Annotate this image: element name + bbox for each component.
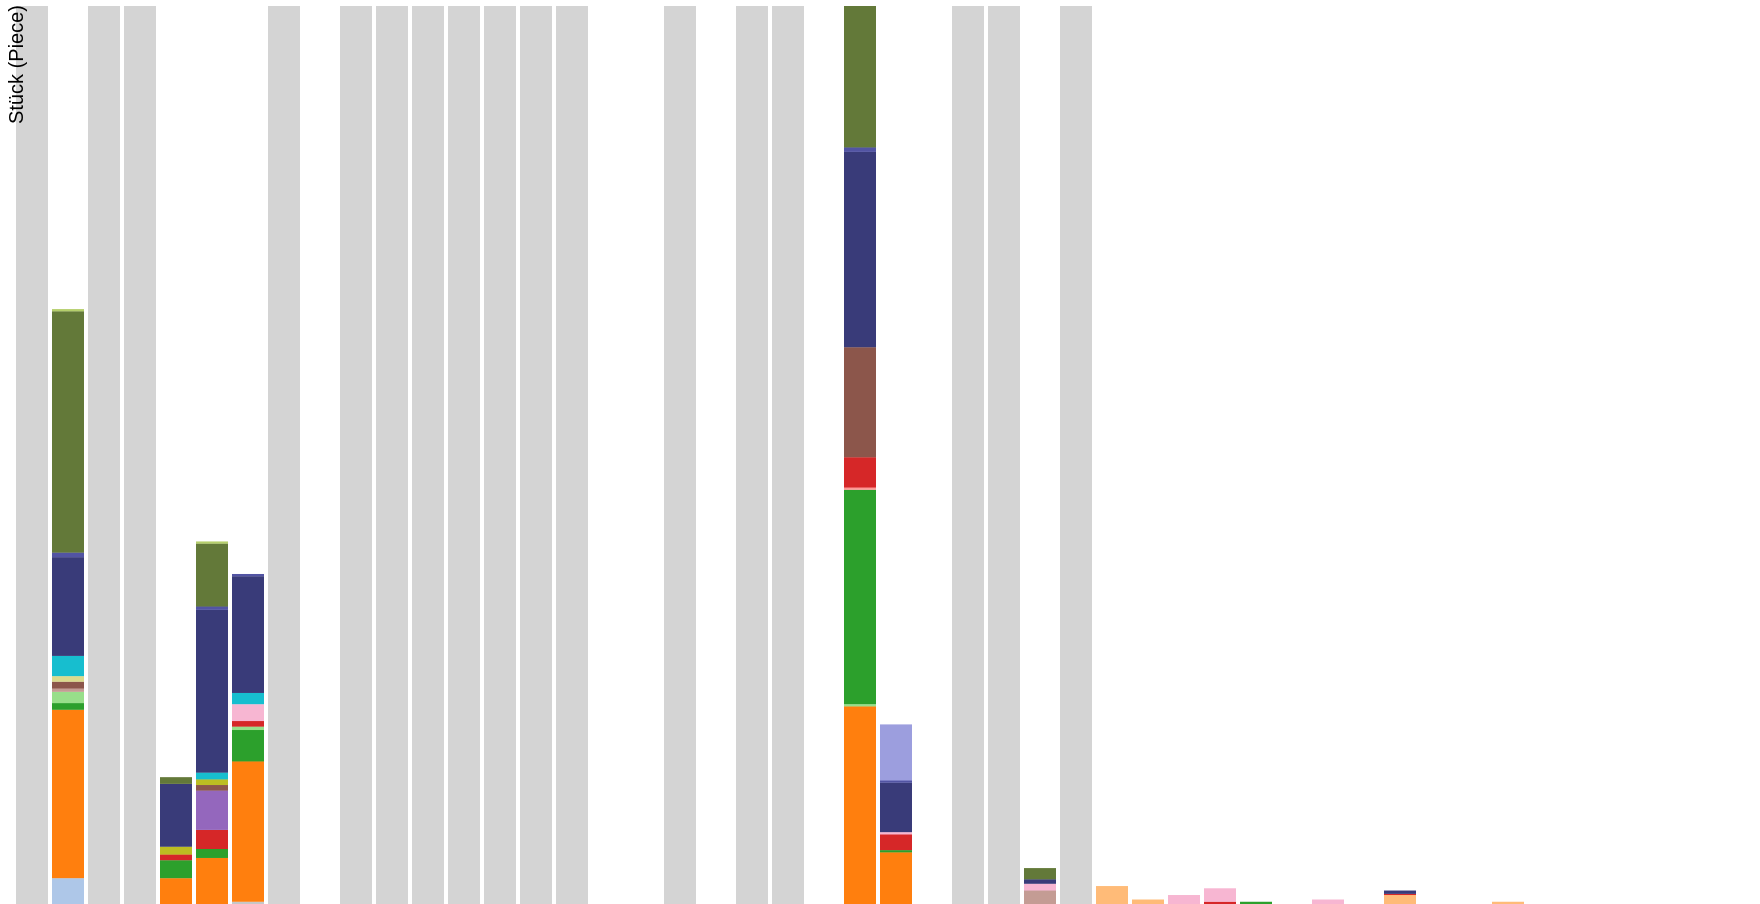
highlight-column-13 — [484, 6, 516, 904]
bar-segment-6-5[interactable] — [232, 704, 264, 722]
bar-segment-23-7[interactable] — [844, 147, 876, 152]
bar-segment-6-7[interactable] — [232, 576, 264, 693]
highlight-column-11 — [412, 6, 444, 904]
bar-segment-6-6[interactable] — [232, 692, 264, 705]
bar-segment-4-4[interactable] — [160, 783, 192, 847]
highlight-column-12 — [448, 6, 480, 904]
bar-segment-1-7[interactable] — [52, 655, 84, 677]
highlight-column-29 — [1060, 6, 1092, 904]
bar-segment-1-2[interactable] — [52, 703, 84, 710]
bar-segment-38-1[interactable] — [1384, 893, 1416, 896]
bar-segment-24-2[interactable] — [880, 834, 912, 851]
bar-segment-1-0[interactable] — [52, 878, 84, 904]
bar-segment-23-0[interactable] — [844, 706, 876, 904]
bar-segment-23-2[interactable] — [844, 489, 876, 705]
bar-segment-5-0[interactable] — [196, 857, 228, 904]
bar-segment-1-10[interactable] — [52, 311, 84, 553]
bar-segment-5-1[interactable] — [196, 848, 228, 858]
bar-segment-4-0[interactable] — [160, 878, 192, 904]
bar-segment-24-5[interactable] — [880, 780, 912, 783]
bar-segment-6-1[interactable] — [232, 761, 264, 902]
bar-segment-5-9[interactable] — [196, 543, 228, 607]
bar-segment-5-7[interactable] — [196, 609, 228, 773]
highlight-columns-layer — [16, 6, 1092, 904]
bar-segment-1-4[interactable] — [52, 688, 84, 692]
bar-segment-41-0[interactable] — [1492, 901, 1524, 904]
bar-segment-1-8[interactable] — [52, 557, 84, 656]
bar-segment-5-10[interactable] — [196, 541, 228, 544]
highlight-column-14 — [520, 6, 552, 904]
highlight-column-26 — [952, 6, 984, 904]
bar-segment-36-0[interactable] — [1312, 899, 1344, 904]
bar-segment-4-2[interactable] — [160, 854, 192, 861]
bar-segment-33-1[interactable] — [1204, 888, 1236, 902]
bar-segment-5-8[interactable] — [196, 606, 228, 610]
bar-segment-30-0[interactable] — [1096, 886, 1128, 904]
bar-segment-24-6[interactable] — [880, 724, 912, 781]
highlight-column-10 — [376, 6, 408, 904]
bar-segment-4-5[interactable] — [160, 777, 192, 784]
bar-segment-5-6[interactable] — [196, 772, 228, 780]
highlight-column-0 — [16, 6, 48, 904]
bar-segment-23-6[interactable] — [844, 151, 876, 348]
bar-segment-5-5[interactable] — [196, 779, 228, 786]
highlight-column-3 — [124, 6, 156, 904]
y-axis-label: Stück (Piece) — [6, 5, 28, 124]
highlight-column-7 — [268, 6, 300, 904]
bar-segment-6-2[interactable] — [232, 730, 264, 762]
bar-segment-1-9[interactable] — [52, 552, 84, 558]
bar-segment-5-2[interactable] — [196, 829, 228, 849]
bar-segment-28-3[interactable] — [1024, 868, 1056, 880]
bar-segment-1-5[interactable] — [52, 681, 84, 689]
bar-segment-38-0[interactable] — [1384, 895, 1416, 904]
bar-segment-31-0[interactable] — [1132, 899, 1164, 904]
bar-segment-33-0[interactable] — [1204, 901, 1236, 904]
bar-segment-23-5[interactable] — [844, 347, 876, 458]
bar-segment-23-3[interactable] — [844, 487, 876, 490]
bar-segment-6-4[interactable] — [232, 721, 264, 727]
bar-segment-24-0[interactable] — [880, 852, 912, 904]
highlight-column-15 — [556, 6, 588, 904]
bar-segment-4-3[interactable] — [160, 846, 192, 855]
bar-segment-6-8[interactable] — [232, 573, 264, 577]
bar-segment-1-6[interactable] — [52, 676, 84, 682]
bar-segment-24-3[interactable] — [880, 832, 912, 835]
bar-segment-6-3[interactable] — [232, 726, 264, 731]
highlight-column-20 — [736, 6, 768, 904]
highlight-column-27 — [988, 6, 1020, 904]
bar-segment-1-3[interactable] — [52, 691, 84, 704]
bar-segment-24-1[interactable] — [880, 850, 912, 853]
highlight-column-18 — [664, 6, 696, 904]
bar-segment-32-0[interactable] — [1168, 895, 1200, 904]
bar-segment-23-1[interactable] — [844, 704, 876, 707]
bar-segment-24-4[interactable] — [880, 782, 912, 833]
bar-segment-23-4[interactable] — [844, 457, 876, 488]
highlight-column-9 — [340, 6, 372, 904]
highlight-column-21 — [772, 6, 804, 904]
bar-segment-1-1[interactable] — [52, 709, 84, 879]
bar-segment-1-11[interactable] — [52, 309, 84, 312]
highlight-column-2 — [88, 6, 120, 904]
bar-segment-34-0[interactable] — [1240, 901, 1272, 904]
bar-segment-5-3[interactable] — [196, 790, 228, 830]
bar-segment-38-2[interactable] — [1384, 890, 1416, 894]
bar-segment-5-4[interactable] — [196, 785, 228, 791]
bars-layer — [52, 6, 1524, 904]
bar-segment-28-0[interactable] — [1024, 890, 1056, 904]
bar-segment-23-8[interactable] — [844, 6, 876, 148]
bar-segment-28-1[interactable] — [1024, 883, 1056, 891]
bar-segment-28-2[interactable] — [1024, 879, 1056, 884]
bar-segment-6-0[interactable] — [232, 901, 264, 904]
bar-segment-4-1[interactable] — [160, 860, 192, 879]
